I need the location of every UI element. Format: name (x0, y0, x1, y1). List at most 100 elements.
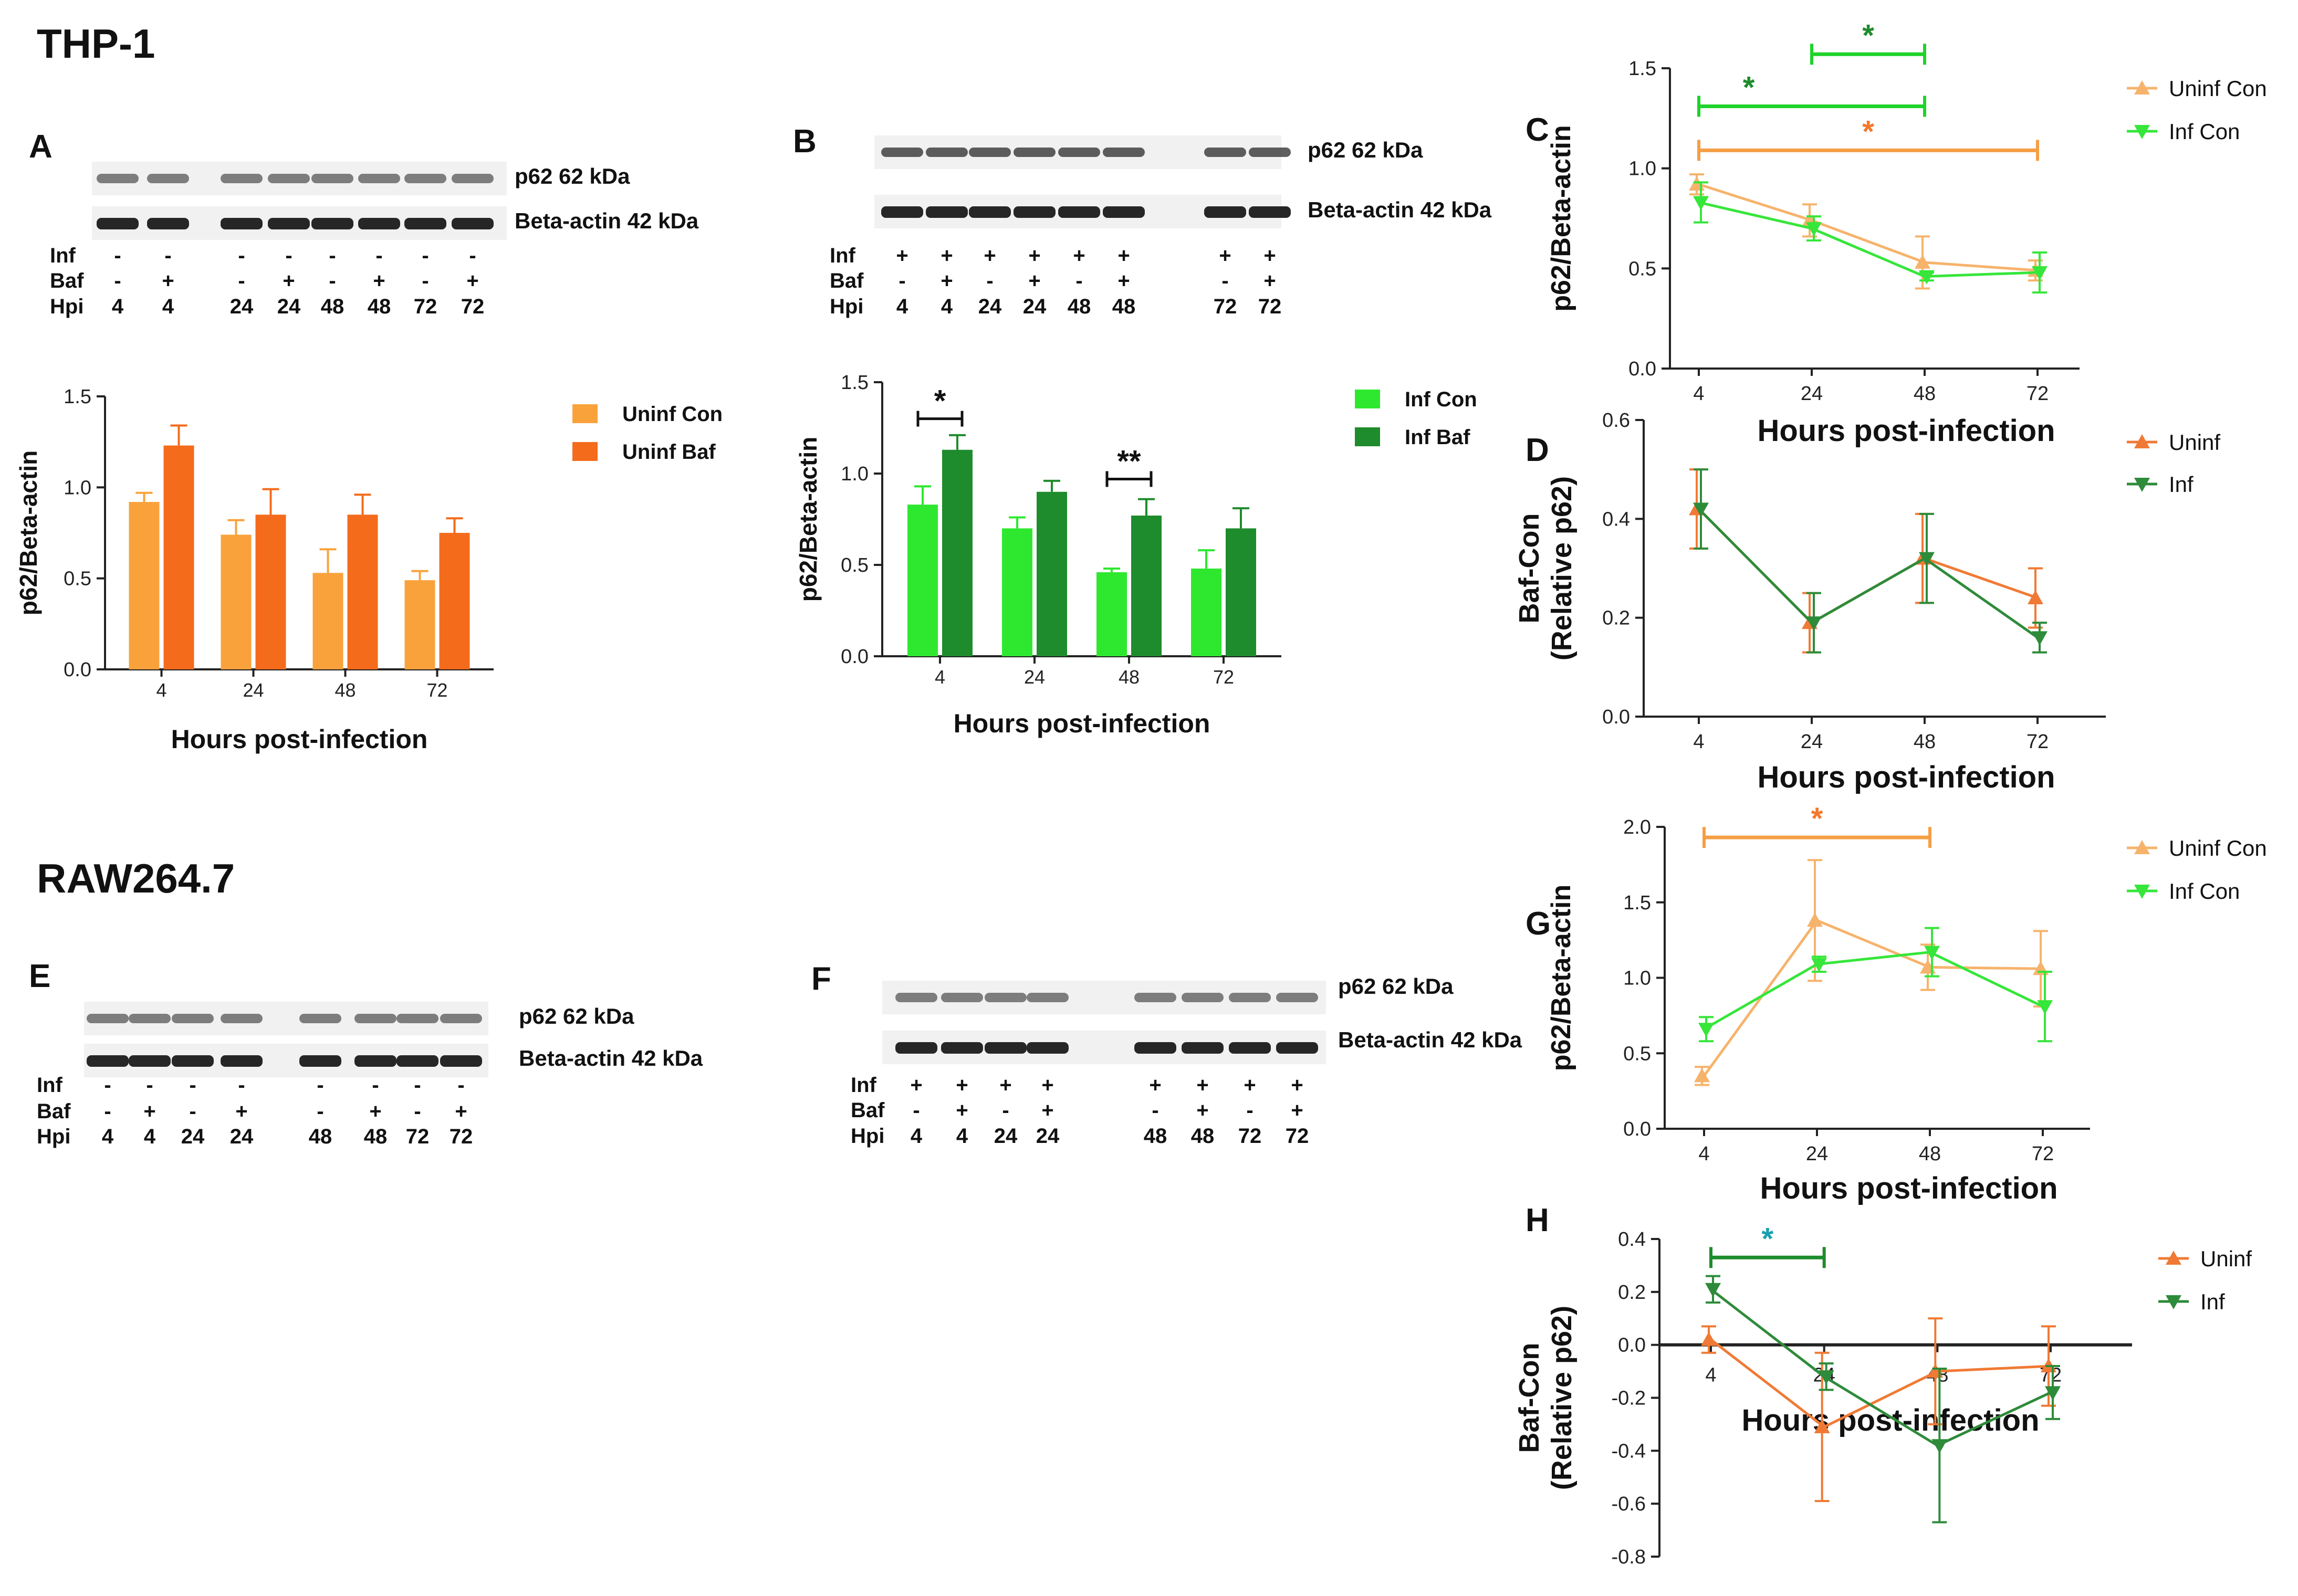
x-tick-label: 72 (1213, 666, 1234, 688)
x-tick-label: 24 (1024, 666, 1045, 688)
panel-letter: C (1526, 112, 1549, 148)
blot-band (311, 174, 353, 183)
panel-letter: E (29, 958, 50, 994)
data-point (1915, 254, 1930, 269)
blot-lane-baf: + (373, 269, 385, 292)
blot-lane-inf: - (414, 1074, 421, 1097)
y-tick-label: 0.5 (841, 554, 869, 576)
blot-lane-inf: + (1149, 1074, 1161, 1097)
bar (312, 573, 343, 669)
blot-band (1182, 1042, 1224, 1054)
blot-band (396, 1014, 438, 1023)
bar (404, 580, 435, 669)
blot-lane-baf: - (317, 1100, 323, 1123)
blot-band (1229, 1042, 1271, 1054)
y-tick-label: 0.0 (841, 646, 869, 668)
y-axis-label: p62/Beta-actin (795, 437, 822, 602)
x-tick-label: 4 (156, 679, 166, 701)
panel-letter: F (811, 961, 831, 997)
legend-label: Inf Con (2169, 119, 2240, 144)
x-axis-label: Hours post-infection (954, 709, 1210, 738)
data-point (1924, 946, 1940, 960)
data-point (1698, 1023, 1714, 1037)
y-tick-label: 1.5 (64, 386, 91, 408)
section-title-thp1: THP-1 (37, 20, 155, 67)
blot-lane-baf: + (1263, 269, 1276, 292)
x-tick-label: 4 (935, 666, 945, 688)
blot-lane-hpi: 4 (896, 295, 908, 318)
blot-lane-inf: + (941, 244, 953, 267)
blot-band (299, 1055, 341, 1067)
x-tick-label: 48 (1119, 666, 1140, 688)
blot-lane-inf: - (114, 244, 121, 267)
blot-lane-inf: + (956, 1074, 968, 1097)
x-tick-label: 4 (1698, 1143, 1709, 1165)
y-tick-label: 0.4 (1618, 1228, 1646, 1251)
blot-lane-inf: - (457, 1074, 464, 1097)
y-tick-label: 1.0 (1623, 968, 1651, 990)
panel-letter: B (793, 123, 817, 160)
band-label-actin: Beta-actin 42 kDa (515, 208, 699, 233)
blot-lane-baf: + (1196, 1099, 1208, 1122)
blot-band (1014, 206, 1056, 218)
blot-lane-baf: - (414, 1100, 421, 1123)
blot-lane-hpi: 72 (1214, 295, 1237, 318)
significance-star: * (1762, 1222, 1774, 1256)
blot-band (1249, 148, 1291, 157)
blot-band (881, 148, 923, 157)
blot-lane-hpi: 72 (1286, 1125, 1309, 1148)
data-point (2032, 631, 2048, 646)
blot-band (268, 174, 310, 183)
blot-band (172, 1055, 214, 1067)
blot-band (1103, 148, 1145, 157)
blot-band (129, 1014, 171, 1023)
blot-row-label: Inf (37, 1074, 63, 1097)
blot-lane-inf: + (1041, 1074, 1053, 1097)
y-tick-label: 0.0 (1623, 1118, 1651, 1140)
blot-lane-baf: - (1221, 269, 1228, 292)
data-point (2032, 266, 2048, 280)
legend-label: Inf (2200, 1289, 2225, 1314)
blot-lane-inf: - (375, 244, 382, 267)
blot-band (452, 174, 494, 183)
blot-lane-baf: - (1002, 1099, 1009, 1122)
blot-lane-baf: - (422, 269, 429, 292)
y-tick-label: 1.5 (1623, 892, 1651, 914)
blot-band (129, 1055, 171, 1067)
blot-lane-hpi: 72 (406, 1125, 430, 1148)
blot-band (404, 218, 446, 229)
y-tick-label: 1.0 (64, 477, 91, 499)
band-label-p62: p62 62 kDa (515, 164, 630, 188)
y-tick-label: 0.5 (1628, 258, 1656, 280)
blot-lane-inf: + (1117, 244, 1130, 267)
blot-lane-baf: + (1028, 269, 1040, 292)
band-label-actin: Beta-actin 42 kDa (519, 1046, 703, 1070)
legend-label: Uninf (2169, 430, 2220, 455)
blot-lane-inf: - (104, 1074, 111, 1097)
blot-lane-baf: + (162, 269, 174, 292)
band-label-actin: Beta-actin 42 kDa (1308, 197, 1492, 222)
blot-lane-baf: - (913, 1099, 920, 1122)
blot-band (354, 1055, 396, 1067)
blot-lane-baf: + (235, 1100, 247, 1123)
blot-band (1229, 993, 1271, 1002)
blot-lane-inf: + (1263, 244, 1276, 267)
x-axis-label: Hours post-infection (1757, 414, 2055, 448)
legend-marker (2166, 1251, 2181, 1265)
data-point (1807, 912, 1823, 927)
blot-row-label: Hpi (830, 295, 863, 318)
blot-lane-inf: - (469, 244, 476, 267)
data-point (1694, 1068, 1710, 1083)
blot-lane-inf: - (317, 1074, 323, 1097)
bar (907, 505, 938, 656)
blot-lane-inf: + (1219, 244, 1231, 267)
x-tick-label: 48 (1914, 731, 1936, 753)
blot-band (87, 1055, 129, 1067)
significance-star: * (1862, 18, 1874, 52)
blot-lane-inf: - (372, 1074, 379, 1097)
blot-lane-baf: - (114, 269, 121, 292)
blot-lane-baf: + (1291, 1099, 1303, 1122)
data-point (1693, 502, 1709, 517)
